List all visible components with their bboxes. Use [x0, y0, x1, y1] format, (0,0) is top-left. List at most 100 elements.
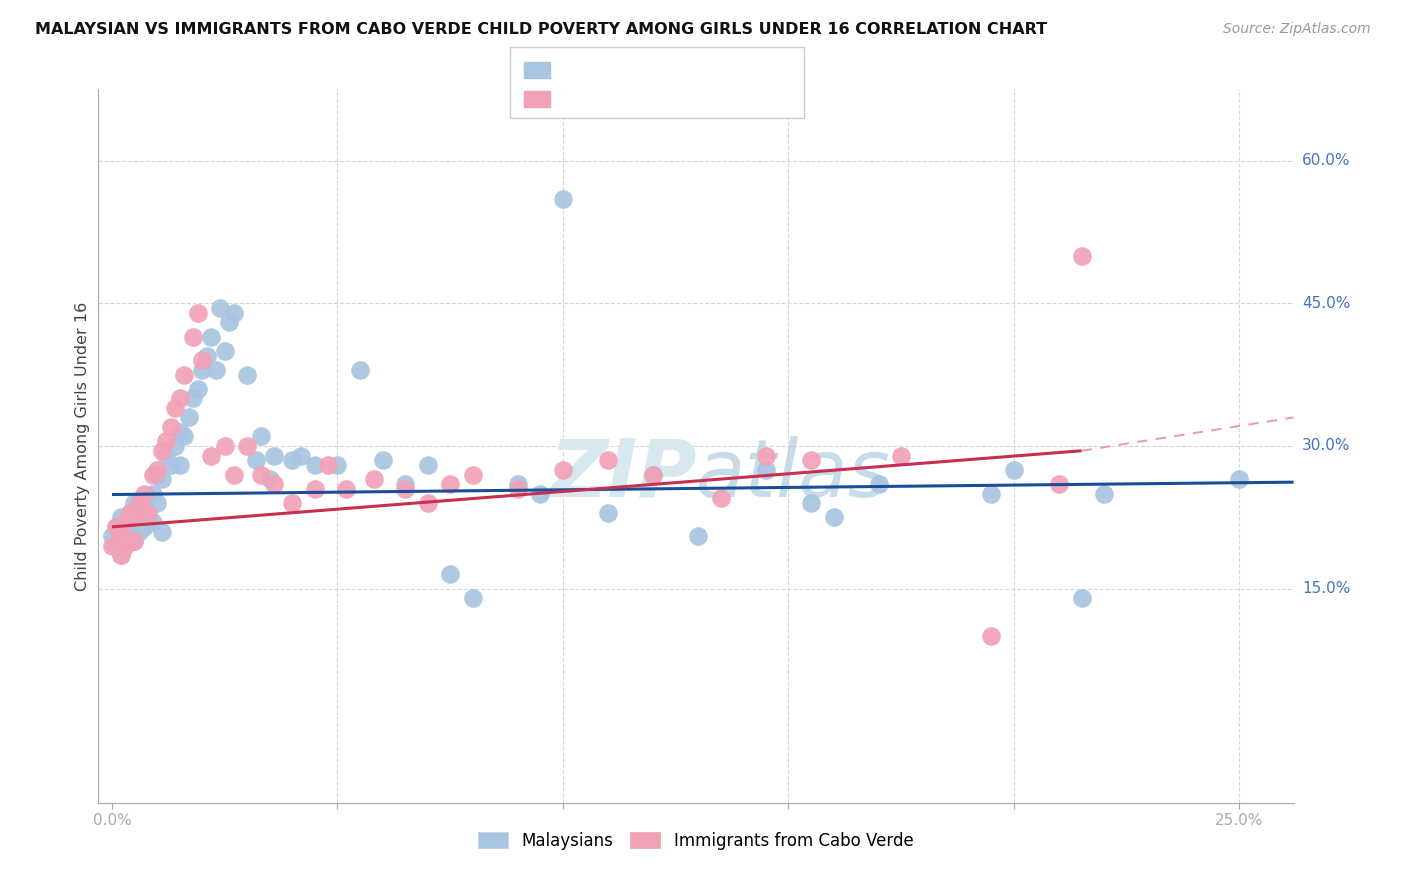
Point: [506, 482, 529, 496]
Point: [222, 306, 245, 320]
Point: [688, 529, 710, 543]
Point: [394, 482, 416, 496]
Point: [218, 315, 240, 329]
Point: [181, 392, 204, 406]
Text: 0.012: 0.012: [593, 62, 637, 76]
Point: [1092, 486, 1115, 500]
Text: 45.0%: 45.0%: [1302, 296, 1350, 310]
Point: [318, 458, 340, 472]
Point: [209, 301, 232, 315]
Point: [1070, 591, 1092, 606]
Point: [146, 467, 169, 482]
Point: [136, 491, 159, 506]
Point: [800, 453, 823, 467]
Point: [394, 477, 416, 491]
Point: [755, 449, 778, 463]
Point: [159, 420, 181, 434]
Point: [177, 410, 200, 425]
Point: [191, 363, 214, 377]
Point: [416, 458, 439, 472]
Point: [281, 453, 304, 467]
Point: [150, 472, 173, 486]
Point: [110, 549, 132, 563]
Point: [980, 629, 1002, 643]
Point: [101, 539, 124, 553]
Point: [159, 458, 181, 472]
Text: atlas: atlas: [696, 435, 891, 514]
Point: [214, 439, 236, 453]
Point: [281, 496, 304, 510]
Point: [506, 477, 529, 491]
Point: [643, 467, 665, 482]
Point: [165, 401, 187, 415]
Point: [363, 472, 385, 486]
Point: [141, 515, 163, 529]
Point: [187, 306, 209, 320]
Y-axis label: Child Poverty Among Girls Under 16: Child Poverty Among Girls Under 16: [75, 301, 90, 591]
Point: [439, 567, 461, 582]
Text: Source: ZipAtlas.com: Source: ZipAtlas.com: [1223, 22, 1371, 37]
Point: [105, 539, 128, 553]
Point: [236, 368, 259, 382]
Text: 49: 49: [700, 91, 721, 105]
Point: [349, 363, 371, 377]
Point: [128, 524, 150, 539]
Point: [114, 515, 136, 529]
Point: [124, 496, 146, 510]
Point: [114, 515, 136, 529]
Point: [1002, 463, 1025, 477]
Point: [596, 453, 619, 467]
Point: [124, 510, 146, 524]
Point: [416, 496, 439, 510]
Point: [191, 353, 214, 368]
Point: [755, 463, 778, 477]
Text: N =: N =: [651, 91, 695, 105]
Legend: Malaysians, Immigrants from Cabo Verde: Malaysians, Immigrants from Cabo Verde: [474, 827, 918, 855]
Text: N =: N =: [651, 62, 695, 76]
Point: [132, 520, 155, 534]
Point: [326, 458, 349, 472]
Point: [259, 472, 281, 486]
Point: [155, 434, 177, 449]
Point: [551, 463, 574, 477]
Point: [200, 329, 222, 343]
Text: MALAYSIAN VS IMMIGRANTS FROM CABO VERDE CHILD POVERTY AMONG GIRLS UNDER 16 CORRE: MALAYSIAN VS IMMIGRANTS FROM CABO VERDE …: [35, 22, 1047, 37]
Point: [643, 467, 665, 482]
Point: [245, 453, 267, 467]
Point: [1047, 477, 1070, 491]
Text: 15.0%: 15.0%: [1302, 582, 1350, 596]
Text: 0.167: 0.167: [593, 91, 637, 105]
Point: [222, 467, 245, 482]
Text: 70: 70: [700, 62, 721, 76]
Point: [1229, 472, 1251, 486]
Point: [114, 539, 136, 553]
Point: [105, 520, 128, 534]
Point: [124, 534, 146, 549]
Point: [439, 477, 461, 491]
Point: [118, 506, 141, 520]
Point: [118, 506, 141, 520]
Point: [461, 591, 484, 606]
Point: [110, 529, 132, 543]
Point: [249, 429, 271, 443]
Point: [1070, 249, 1092, 263]
Point: [110, 510, 132, 524]
Point: [263, 477, 285, 491]
Point: [200, 449, 222, 463]
Point: [890, 449, 912, 463]
Point: [105, 520, 128, 534]
Point: [146, 463, 169, 477]
Point: [529, 486, 551, 500]
Point: [304, 482, 326, 496]
Point: [461, 467, 484, 482]
Point: [165, 439, 187, 453]
Point: [195, 349, 218, 363]
Point: [263, 449, 285, 463]
Point: [150, 443, 173, 458]
Point: [118, 520, 141, 534]
Point: [823, 510, 845, 524]
Point: [596, 506, 619, 520]
Point: [181, 329, 204, 343]
Point: [304, 458, 326, 472]
Point: [150, 524, 173, 539]
